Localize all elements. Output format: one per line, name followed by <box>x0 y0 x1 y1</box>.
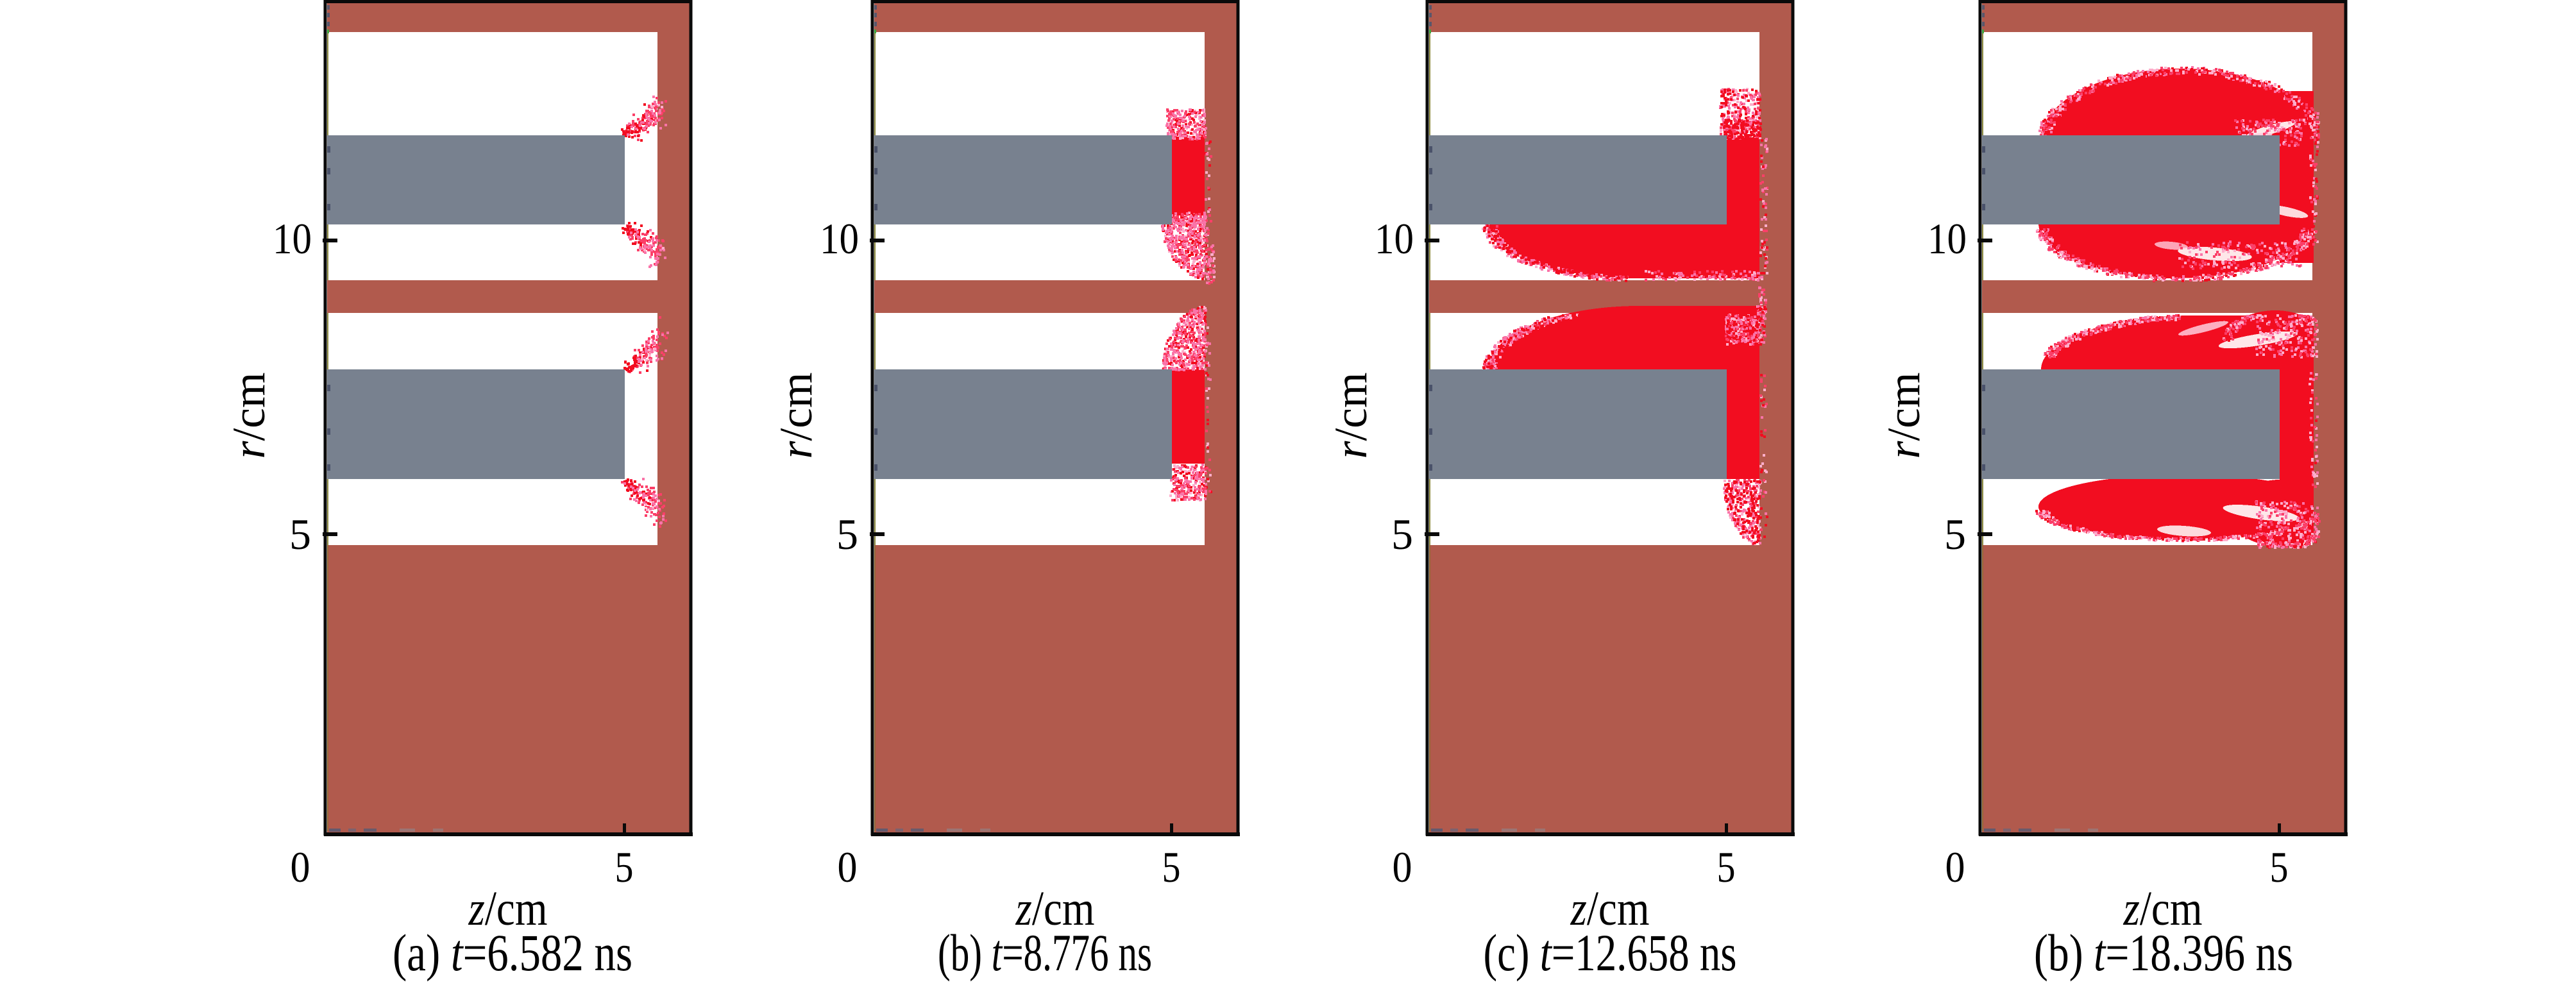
svg-text:r/cm: r/cm <box>770 373 822 459</box>
svg-text:0: 0 <box>1393 843 1412 891</box>
svg-text:5: 5 <box>836 510 858 559</box>
svg-text:z/cm: z/cm <box>468 882 548 936</box>
svg-text:(a) t=6.582 ns: (a) t=6.582 ns <box>393 923 632 982</box>
svg-text:5: 5 <box>1162 843 1181 891</box>
svg-text:r/cm: r/cm <box>1325 373 1377 459</box>
svg-text:5: 5 <box>615 843 634 891</box>
svg-text:10: 10 <box>273 214 312 263</box>
svg-text:10: 10 <box>1375 214 1414 263</box>
svg-text:z/cm: z/cm <box>2123 882 2203 936</box>
svg-text:0: 0 <box>838 843 858 891</box>
svg-text:(b) t=8.776 ns: (b) t=8.776 ns <box>938 923 1152 982</box>
svg-text:5: 5 <box>1717 843 1736 891</box>
svg-text:0: 0 <box>291 843 310 891</box>
svg-text:r/cm: r/cm <box>1878 373 1929 459</box>
svg-text:(c) t=12.658 ns: (c) t=12.658 ns <box>1484 923 1737 982</box>
svg-text:r/cm: r/cm <box>223 373 275 459</box>
svg-text:z/cm: z/cm <box>1015 882 1095 936</box>
svg-text:10: 10 <box>1928 214 1967 263</box>
svg-text:5: 5 <box>2270 843 2289 891</box>
svg-text:0: 0 <box>1945 843 1965 891</box>
svg-text:10: 10 <box>820 214 859 263</box>
svg-text:(b) t=18.396 ns: (b) t=18.396 ns <box>2034 923 2293 982</box>
svg-text:z/cm: z/cm <box>1570 882 1650 936</box>
svg-text:5: 5 <box>289 510 311 559</box>
svg-text:5: 5 <box>1391 510 1413 559</box>
svg-text:5: 5 <box>1944 510 1966 559</box>
